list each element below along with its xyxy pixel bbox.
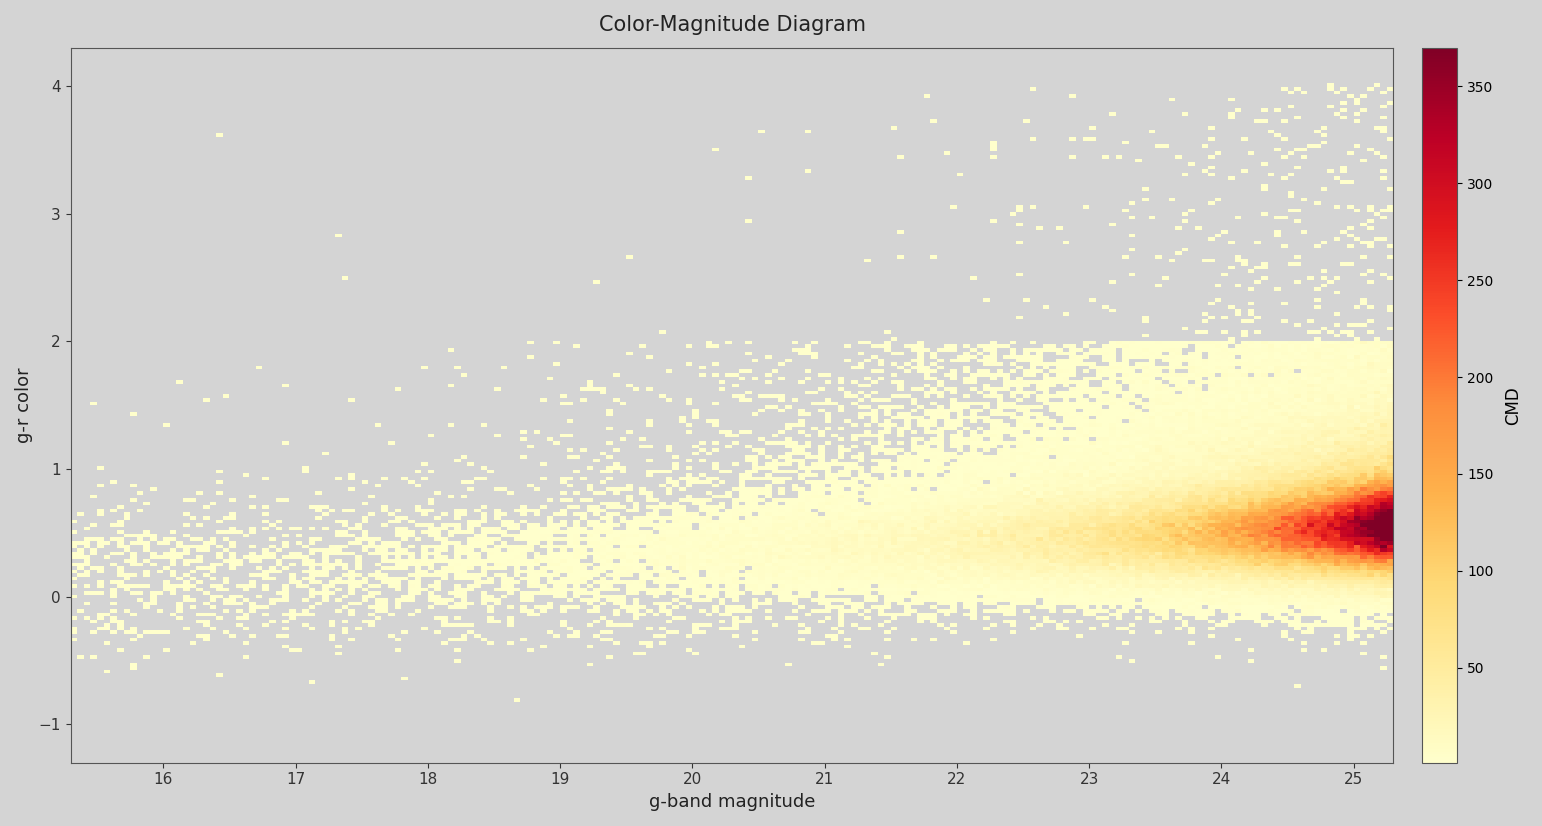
Y-axis label: CMD: CMD [1505,386,1522,425]
Y-axis label: g-r color: g-r color [15,368,32,443]
X-axis label: g-band magnitude: g-band magnitude [649,793,816,811]
Title: Color-Magnitude Diagram: Color-Magnitude Diagram [598,15,865,35]
